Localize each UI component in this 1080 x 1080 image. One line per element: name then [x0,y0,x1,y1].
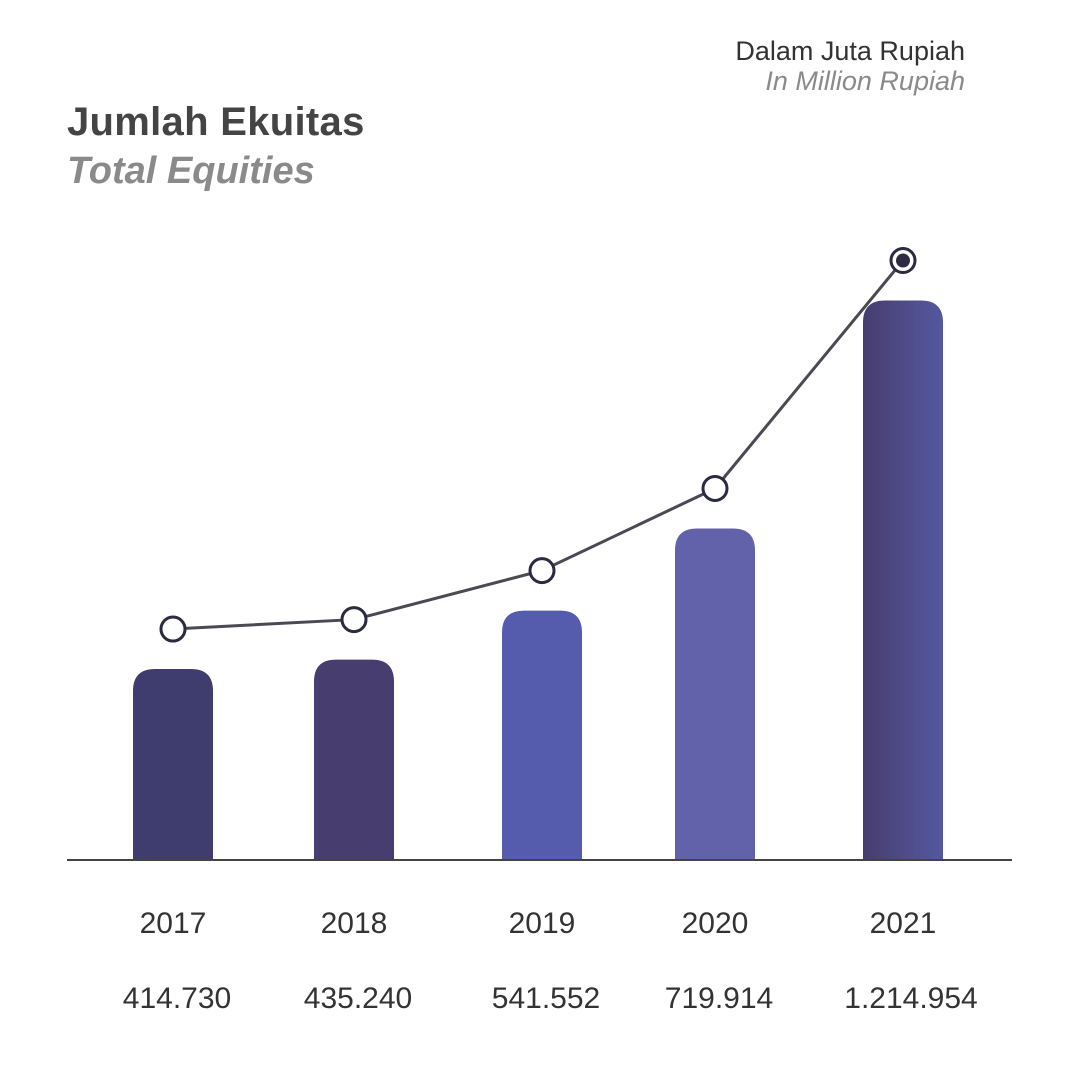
trend-point-2017 [159,615,187,643]
trend-point-2020 [701,474,729,502]
bar-2019 [502,610,582,860]
bar-2017 [133,669,213,860]
trend-markers [159,247,917,643]
chart-title: Jumlah Ekuitas [67,100,365,144]
data-label-2020: 719.914 [665,982,773,1015]
trend-point-highlight-2021 [896,253,910,268]
data-label-2018: 435.240 [304,982,412,1015]
bar-2018 [314,659,394,860]
x-tick-label-2017: 2017 [140,907,207,940]
x-tick-label-2019: 2019 [509,907,576,940]
axis-labels: 2017 414.730 2018 435.240 2019 541.552 2020 719… [123,907,978,1015]
x-tick-label-2021: 2021 [870,907,937,940]
trend-point-2018 [340,606,368,634]
chart-subtitle: Total Equities [67,150,315,192]
bar-2020 [675,528,755,860]
x-tick-label-2018: 2018 [321,907,388,940]
data-label-2021: 1.214.954 [844,982,977,1015]
unit-label: Dalam Juta Rupiah [735,36,965,66]
bar-2021 [863,300,943,860]
bars [133,300,943,860]
data-label-2019: 541.552 [492,982,600,1015]
x-tick-label-2020: 2020 [682,907,749,940]
trend-point-2019 [528,557,556,585]
unit-label-english: In Million Rupiah [765,66,965,96]
data-label-2017: 414.730 [123,982,231,1015]
